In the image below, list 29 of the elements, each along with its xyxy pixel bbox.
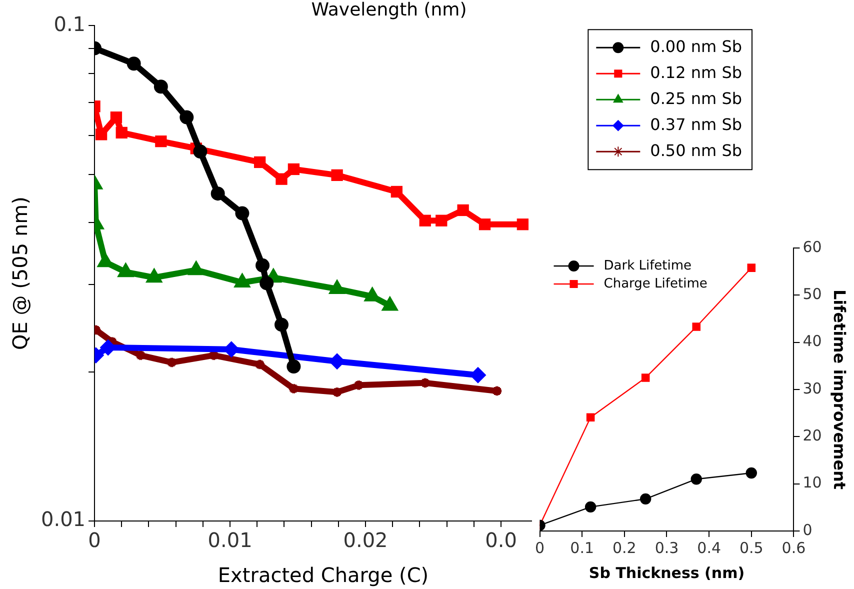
x-tick-label: 0.1	[570, 538, 594, 557]
legend-label: 0.00 nm Sb	[650, 36, 742, 56]
y2-tick-label: 20	[802, 426, 822, 445]
y2-tick-label: 30	[802, 379, 822, 398]
legend-label: Dark Lifetime	[604, 258, 692, 274]
legend-label: 0.12 nm Sb	[650, 62, 742, 82]
x-axis-title: Sb Thickness (nm)	[588, 564, 745, 582]
y2-tick-label: 60	[802, 238, 822, 256]
x-tick-label: 0.02	[343, 528, 388, 552]
x-tick-label: 0.6	[782, 538, 806, 557]
x-tick-label: 0	[535, 538, 545, 557]
legend-label: 0.50 nm Sb	[650, 140, 742, 160]
y2-axis-title: Lifetime improvement	[830, 289, 850, 490]
legend-label: 0.37 nm Sb	[650, 114, 742, 134]
y2-tick-label: 50	[802, 285, 822, 304]
y2-tick-label: 10	[802, 474, 822, 492]
x-tick-label: 0.01	[208, 528, 252, 552]
y2-tick-label: 40	[802, 332, 822, 350]
x-tick-label: 0	[88, 528, 101, 552]
y-axis-title: QE @ (505 nm)	[8, 196, 32, 350]
legend-label: Charge Lifetime	[604, 276, 708, 292]
x-tick-label: 0.4	[697, 538, 721, 557]
legend-label: 0.25 nm Sb	[650, 88, 742, 108]
x-tick-label: 0.0	[485, 528, 517, 552]
x-axis-title: Extracted Charge (C)	[218, 563, 429, 588]
x-tick-label: 0.2	[612, 538, 636, 557]
chart-title: Wavelength (nm)	[311, 0, 467, 20]
x-tick-label: 0.5	[739, 538, 764, 557]
x-tick-label: 0.3	[654, 538, 679, 557]
